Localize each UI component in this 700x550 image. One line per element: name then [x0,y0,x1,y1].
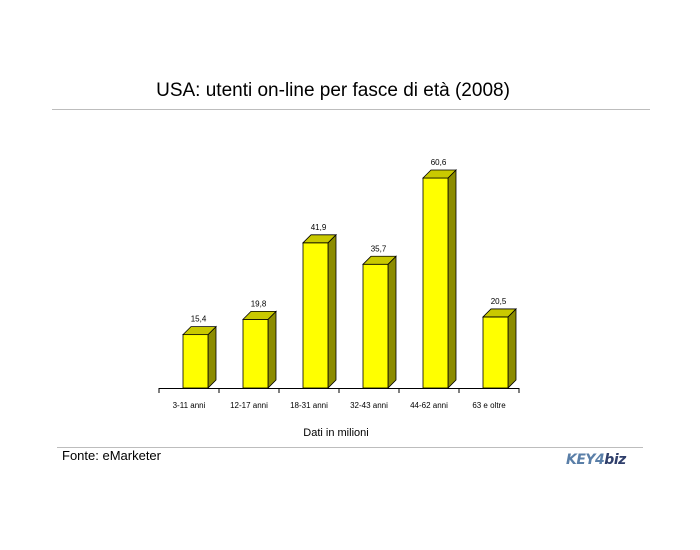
bar [182,325,217,389]
logo-accent-text: biz [604,452,626,468]
x-tick-label: 3-11 anni [173,401,206,410]
bar-top [482,308,517,318]
data-label: 41,9 [311,223,327,232]
data-label: 15,4 [191,315,207,324]
bar-front [422,177,449,389]
bar [362,255,397,389]
bar-top [302,234,337,244]
logo-main-text: KEY4 [566,452,605,468]
bar [482,307,517,389]
data-label: 35,7 [371,244,387,253]
bar-side [327,233,337,389]
bar-side [387,255,397,389]
bar-front [242,318,269,389]
source-note: Fonte: eMarketer [62,448,161,463]
bar-front [482,316,509,389]
bar-chart: 15,4 3-11 anni 19,8 12-17 anni 41,9 18-31 ann… [158,158,520,410]
bar-top [422,169,457,179]
bar-front [182,334,209,389]
bar [422,169,457,389]
data-label: 60,6 [431,158,447,167]
x-tick-label: 18-31 anni [290,401,328,410]
key4biz-logo: KEY4biz [566,452,641,472]
x-tick-label: 44-62 anni [410,401,448,410]
bar-top [242,310,277,320]
x-tick-label: 12-17 anni [230,401,268,410]
bar-front [362,263,389,389]
bar-top [182,326,217,336]
bar-side [207,325,217,389]
data-label: 20,5 [491,297,507,306]
x-tick-label: 63 e oltre [472,401,506,410]
footer-divider [57,447,643,448]
bar-top [362,255,397,265]
chart-title: USA: utenti on-line per fasce di età (20… [156,80,510,101]
bar [242,310,277,389]
title-divider [52,109,650,110]
bar [302,233,337,389]
bar-side [507,307,517,389]
bar-side [447,169,457,389]
x-axis-label: Dati in milioni [303,427,369,439]
x-tick-label: 32-43 anni [350,401,388,410]
bar-side [267,310,277,389]
bar-front [302,242,329,389]
data-label: 19,8 [251,299,267,308]
